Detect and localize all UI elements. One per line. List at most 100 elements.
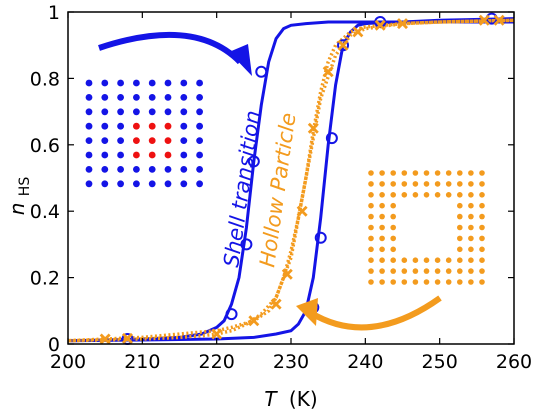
shell-site (101, 122, 109, 130)
hollow-marker-cross (296, 205, 308, 217)
shell-site (164, 180, 172, 188)
shell-site (180, 79, 188, 87)
y-tick-label: 1 (48, 2, 60, 24)
x-axis-unit: (K) (289, 387, 318, 411)
hollow-marker (296, 205, 308, 217)
lattice-insets (85, 79, 485, 285)
shell-site (164, 108, 172, 116)
x-tick-label: 250 (422, 351, 458, 373)
shell-site (164, 166, 172, 173)
shell-site (101, 94, 109, 101)
shell-site (85, 122, 93, 130)
hollow-marker (478, 14, 490, 26)
hollow-marker (374, 19, 386, 31)
hollow-site (445, 170, 452, 176)
shell-site (117, 122, 124, 130)
hollow-site (368, 181, 374, 187)
shell-marker (240, 238, 253, 251)
hollow-site (401, 170, 408, 176)
hollow-site (390, 246, 397, 253)
hollow-marker-cross (248, 315, 260, 327)
hollow-site (379, 279, 385, 285)
hollow-site (479, 213, 485, 220)
hollow-site (379, 192, 385, 198)
shell-site (164, 94, 172, 101)
hollow-marker (270, 298, 282, 310)
shell-arrow-head (229, 44, 252, 76)
hollow-site (423, 257, 430, 264)
hollow-site (457, 202, 463, 209)
hollow-site (379, 213, 385, 220)
hollow-marker-cross (493, 14, 505, 26)
shell-site (85, 108, 93, 116)
shell-site (117, 166, 124, 173)
hollow-site (390, 235, 397, 242)
core-site (133, 122, 140, 130)
shell-site (196, 94, 204, 101)
hollow-marker (337, 39, 349, 51)
shell-site (180, 94, 188, 101)
shell-marker (325, 132, 338, 145)
hollow-site (457, 170, 463, 176)
shell-site (133, 108, 140, 116)
x-tick-label: 200 (50, 351, 86, 373)
hollow-site (468, 202, 474, 209)
shell-site (101, 166, 109, 173)
hollow-site (401, 181, 408, 187)
hollow-site (390, 257, 397, 264)
hollow-marker-cross (322, 66, 334, 78)
core-site (133, 137, 140, 145)
hollow-site (468, 213, 474, 220)
core-site (164, 122, 172, 130)
hollow-site (379, 181, 385, 187)
y-axis-variable: n (5, 203, 29, 216)
hollow-site (457, 268, 463, 274)
hollow-branch-1 (67, 18, 515, 343)
shell-site (101, 137, 109, 145)
hollow-site (390, 170, 397, 176)
shell-site (148, 94, 156, 101)
hollow-site (368, 268, 374, 274)
hollow-site (368, 224, 374, 231)
hollow-site (379, 246, 385, 253)
hollow-site (423, 181, 430, 187)
hollow-site (423, 170, 430, 176)
hollow-site (457, 235, 463, 242)
hollow-site (412, 170, 419, 176)
hollow-site (390, 213, 397, 220)
arrows (98, 31, 442, 331)
hollow-site (457, 257, 463, 264)
hollow-site (368, 235, 374, 242)
shell-site (180, 122, 188, 130)
shell-site (196, 137, 204, 145)
hollow-site (390, 192, 397, 198)
hollow-marker (211, 328, 223, 340)
hollow-site (445, 268, 452, 274)
shell-site (148, 180, 156, 188)
hollow-site (412, 192, 419, 198)
hollow-site (434, 279, 441, 285)
x-tick-label: 240 (347, 351, 383, 373)
hollow-site (468, 246, 474, 253)
shell-site (133, 180, 140, 188)
shell-site (117, 79, 124, 87)
hollow-site (412, 257, 419, 264)
hollow-site (390, 202, 397, 209)
shell-site (85, 151, 93, 159)
hollow-site (423, 279, 430, 285)
hollow-marker-cross (337, 39, 349, 51)
shell-site (148, 108, 156, 116)
core-site (148, 137, 156, 145)
shell-site (101, 151, 109, 159)
hollow-site (468, 181, 474, 187)
shell-site (196, 108, 204, 116)
hollow-site (445, 192, 452, 198)
hollow-site (479, 192, 485, 198)
y-tick-label: 0.2 (30, 268, 60, 290)
shell-site (85, 137, 93, 145)
hollow-site (368, 192, 374, 198)
hollow-site (434, 268, 441, 274)
shell-site (196, 151, 204, 159)
hollow-site (468, 170, 474, 176)
